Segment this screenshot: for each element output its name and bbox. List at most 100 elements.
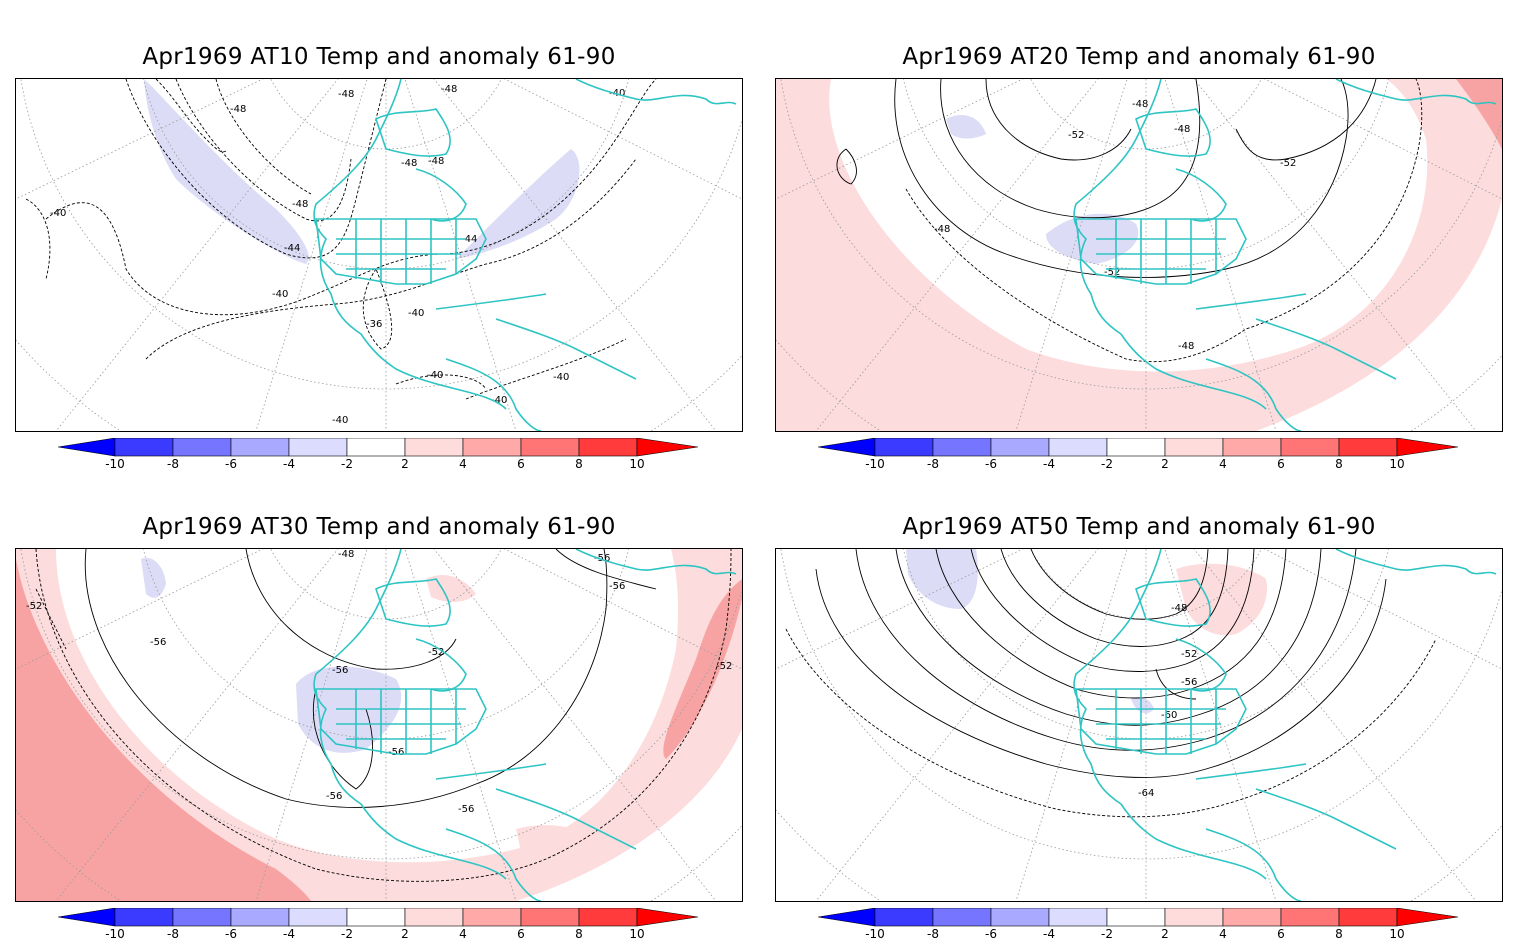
contour-label: -56 — [388, 747, 404, 758]
contour-label: -56 — [326, 791, 342, 802]
colorbar-tick: 6 — [1277, 457, 1285, 471]
anomaly-region-negative — [946, 114, 986, 139]
colorbar-tick: -6 — [985, 927, 997, 940]
north-america-coastline — [313, 79, 507, 410]
contour-label: -40 — [272, 289, 288, 300]
colorbar-tick: 8 — [575, 927, 583, 940]
contour-label: -52 — [1068, 130, 1084, 141]
colorbar-tick: -2 — [1101, 927, 1113, 940]
contour-label: -56 — [609, 581, 625, 592]
contour-label: -52 — [428, 647, 444, 658]
colorbar-tick: 8 — [1335, 927, 1343, 940]
colorbar-tick: 4 — [459, 927, 467, 940]
colorbar-tick: -2 — [341, 457, 353, 471]
panel-4-title: Apr1969 AT50 Temp and anomaly 61-90 — [902, 514, 1376, 540]
anomaly-region-negative — [141, 557, 166, 598]
panel-3-title: Apr1969 AT30 Temp and anomaly 61-90 — [142, 514, 616, 540]
contour-label: -60 — [1161, 710, 1177, 721]
panel-3-map: -48 -56 -56 -52 -56 -52 -56 -56 -56 -56 … — [15, 548, 743, 902]
colorbar-tick: -8 — [167, 927, 179, 940]
colorbar-tick: -6 — [225, 457, 237, 471]
contour-label: -36 — [366, 319, 382, 330]
contour-label: -48 — [428, 156, 444, 167]
contour-label: -52 — [1181, 649, 1197, 660]
contour-label: -56 — [150, 637, 166, 648]
anomaly-region-positive — [16, 559, 311, 901]
colorbar-tick: -4 — [1043, 457, 1055, 471]
colorbar-tick: -8 — [927, 457, 939, 471]
contour-label: -48 — [338, 89, 354, 100]
contour-label: -48 — [934, 224, 950, 235]
contour-label: -64 — [1138, 788, 1154, 799]
panel-1-map: -48 -48 -48 -48 -48 -48 -40 -40 -44 -44 … — [15, 78, 743, 432]
panel-2-map: -48 -48 -52 -52 -48 -52 -48 — [775, 78, 1503, 432]
colorbar-tick: 4 — [1219, 927, 1227, 940]
panel-2-colorbar: -10 -8 -6 -4 -2 2 4 6 8 10 — [818, 438, 1459, 471]
colorbar-tick: -8 — [927, 927, 939, 940]
contour-label: -40 — [408, 308, 424, 319]
anomaly-region-negative — [1131, 697, 1154, 714]
contour-label: -48 — [401, 158, 417, 169]
colorbar-tick: -8 — [167, 457, 179, 471]
anomaly-region-negative — [144, 79, 309, 264]
panel-4-map: -48 -52 -56 -60 -64 — [775, 548, 1503, 902]
contour-label: -48 — [338, 549, 354, 560]
colorbar-tick: 6 — [517, 457, 525, 471]
contour-label: -56 — [594, 553, 610, 564]
colorbar-tick: -10 — [105, 927, 125, 940]
colorbar-tick: 8 — [575, 457, 583, 471]
contour-label: -48 — [441, 84, 457, 95]
colorbar-tick: 8 — [1335, 457, 1343, 471]
north-america-coastline — [1073, 79, 1267, 410]
colorbar-tick: 4 — [459, 457, 467, 471]
anomaly-region-positive — [1176, 563, 1267, 636]
colorbar-tick: -10 — [865, 927, 885, 940]
contour-label: -56 — [458, 804, 474, 815]
contour-label: -40 — [332, 415, 348, 426]
contour-label: -48 — [292, 199, 308, 210]
contour-label: -48 — [1132, 99, 1148, 110]
panel-3-colorbar: -10 -8 -6 -4 -2 2 4 6 8 10 — [58, 908, 699, 940]
anomaly-region-positive — [663, 579, 742, 759]
contour-label: -48 — [1178, 341, 1194, 352]
colorbar-tick: 10 — [1389, 457, 1404, 471]
colorbar-tick: 2 — [1161, 927, 1169, 940]
colorbar-tick: 6 — [517, 927, 525, 940]
panel-4-colorbar: -10 -8 -6 -4 -2 2 4 6 8 10 — [818, 908, 1459, 940]
colorbar-tick: 2 — [401, 457, 409, 471]
contour-label: -44 — [461, 234, 477, 245]
colorbar-tick: -4 — [1043, 927, 1055, 940]
colorbar-tick: -6 — [985, 457, 997, 471]
contour-label: -48 — [1174, 124, 1190, 135]
anomaly-region-negative — [456, 149, 580, 259]
contour-label: -44 — [284, 243, 300, 254]
panel-2-title: Apr1969 AT20 Temp and anomaly 61-90 — [902, 44, 1376, 70]
colorbar-tick: 4 — [1219, 457, 1227, 471]
colorbar-tick: 2 — [401, 927, 409, 940]
colorbar-tick: -2 — [1101, 457, 1113, 471]
contour-label: -40 — [427, 370, 443, 381]
contour-label: -40 — [553, 372, 569, 383]
contour-label: -48 — [230, 104, 246, 115]
panel-1-title: Apr1969 AT10 Temp and anomaly 61-90 — [142, 44, 616, 70]
colorbar-tick: 6 — [1277, 927, 1285, 940]
colorbar-tick: -6 — [225, 927, 237, 940]
contour-label: -56 — [332, 665, 348, 676]
contour-label: -52 — [1280, 158, 1296, 169]
contour-label: -56 — [1181, 677, 1197, 688]
north-america-coastline — [1073, 549, 1267, 880]
contour-label: -48 — [1171, 603, 1187, 614]
contour-label: -40 — [50, 208, 66, 219]
colorbar-tick: -4 — [283, 457, 295, 471]
colorbar-tick: -10 — [865, 457, 885, 471]
colorbar-tick: 10 — [629, 927, 644, 940]
colorbar-tick: 2 — [1161, 457, 1169, 471]
colorbar-tick: 10 — [629, 457, 644, 471]
contour-label: -40 — [491, 395, 507, 406]
contour-label: -52 — [716, 661, 732, 672]
contour-label: -52 — [26, 601, 42, 612]
colorbar-tick: -10 — [105, 457, 125, 471]
panel-1-colorbar: -10 -8 -6 -4 -2 2 4 6 8 10 — [58, 438, 699, 471]
colorbar-tick: -4 — [283, 927, 295, 940]
north-america-coastline — [313, 549, 507, 880]
